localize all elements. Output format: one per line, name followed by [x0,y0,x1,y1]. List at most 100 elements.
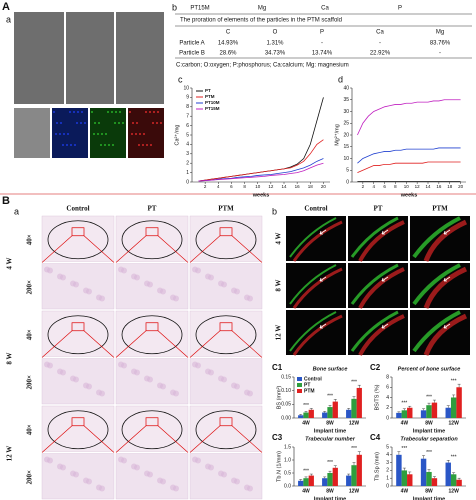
y-tick-label: 4 [186,142,189,148]
x-axis-label: Implant time [413,428,445,434]
zoom-line [115,330,147,358]
y-tick-label: 0.5 [284,470,291,476]
table-cell: 14.93% [218,41,239,47]
significance: *** [351,380,357,386]
error-bar [309,473,313,476]
panel-label: c [178,74,183,84]
zoom-line [157,330,189,358]
week-label: 4 W [275,232,283,244]
bar [351,398,357,418]
eds-map [90,108,126,158]
bar [426,471,432,486]
panel-label: C1 [272,363,283,372]
error-bar [457,383,461,388]
eds-dot [129,111,131,113]
significance: *** [451,455,457,461]
green-label [350,310,399,352]
eds-map [128,108,164,158]
bar [303,412,309,418]
x-axis-label: weeks [400,192,418,198]
bar [346,475,352,486]
table-header: PT15M [190,6,209,12]
x-tick-label: 12 [415,184,421,189]
arrow [443,276,451,282]
error-bar [397,411,401,413]
x-tick-label: 10 [255,184,261,189]
x-tick-label: 8W [425,488,433,494]
eds-dot [84,122,86,124]
y-tick-label: 25 [343,121,349,127]
y-tick-label: 10 [183,85,189,91]
defect-outline [195,410,257,450]
eds-dot [97,133,99,135]
red-label [423,219,468,262]
eds-dot [63,133,65,135]
error-bar [432,399,436,403]
eds-dot [112,144,114,146]
green-label [289,311,337,352]
error-bar [328,470,332,473]
table-title: The proration of elements of the particl… [180,18,342,24]
significance: *** [401,446,407,452]
bar [431,478,438,486]
eds-dot [73,111,75,113]
week-label: 8 W [275,279,283,291]
eds-dot [53,111,55,113]
magnification-label: 200× [26,280,34,295]
tissue-texture [73,281,79,288]
eds-dot [56,122,58,124]
x-axis-label: Implant time [314,428,346,434]
table-cell: - [439,51,441,57]
error-bar [357,385,361,388]
bar [456,479,462,486]
eds-dot [76,122,78,124]
zoom-line [231,235,263,263]
panel-label: C4 [370,433,381,442]
error-bar [347,473,351,476]
data-line [357,99,461,136]
red-label [292,314,343,356]
green-label [350,263,399,305]
significance: *** [451,379,457,385]
y-axis-label: BS/TS (%) [374,384,380,410]
table-cell: - [379,41,381,47]
table-cell: 13.74% [312,51,333,57]
bar [407,407,413,418]
tissue-texture [234,288,240,295]
y-axis-label: BS (mm²) [276,386,282,410]
panel-label: d [338,74,343,84]
tissue-texture [173,295,179,302]
green-label [289,217,337,258]
x-axis-label: weeks [252,192,270,198]
significance: *** [426,450,432,456]
green-label [350,216,399,258]
error-bar [432,476,436,479]
eds-dot [94,122,96,124]
eds-dot [145,111,147,113]
error-bar [452,472,456,475]
y-tick-label: 3 [186,151,189,157]
tissue-texture [99,485,105,492]
defect-outline [47,315,109,355]
histology-photo [41,310,115,357]
eds-dot [93,133,95,135]
red-label [358,267,405,309]
y-tick-label: 1 [386,476,389,482]
error-bar [397,451,401,455]
zoom-line [189,235,221,263]
zoom-line [189,330,221,358]
y-axis-label: Tb.N (1/mm) [276,451,282,482]
y-tick-label: 1.0 [284,457,291,463]
arrow [319,323,327,329]
x-tick-label: 2 [362,184,365,189]
x-tick-label: 4 [217,184,220,189]
x-axis-label: Implant time [413,496,445,500]
zoom-line [41,425,73,453]
y-tick-label: 0.05 [281,402,291,408]
eds-dot [55,133,57,135]
legend-label: PTM [205,94,215,99]
histology-photo [41,215,115,262]
tissue-texture [195,457,201,464]
eds-dot [160,122,162,124]
